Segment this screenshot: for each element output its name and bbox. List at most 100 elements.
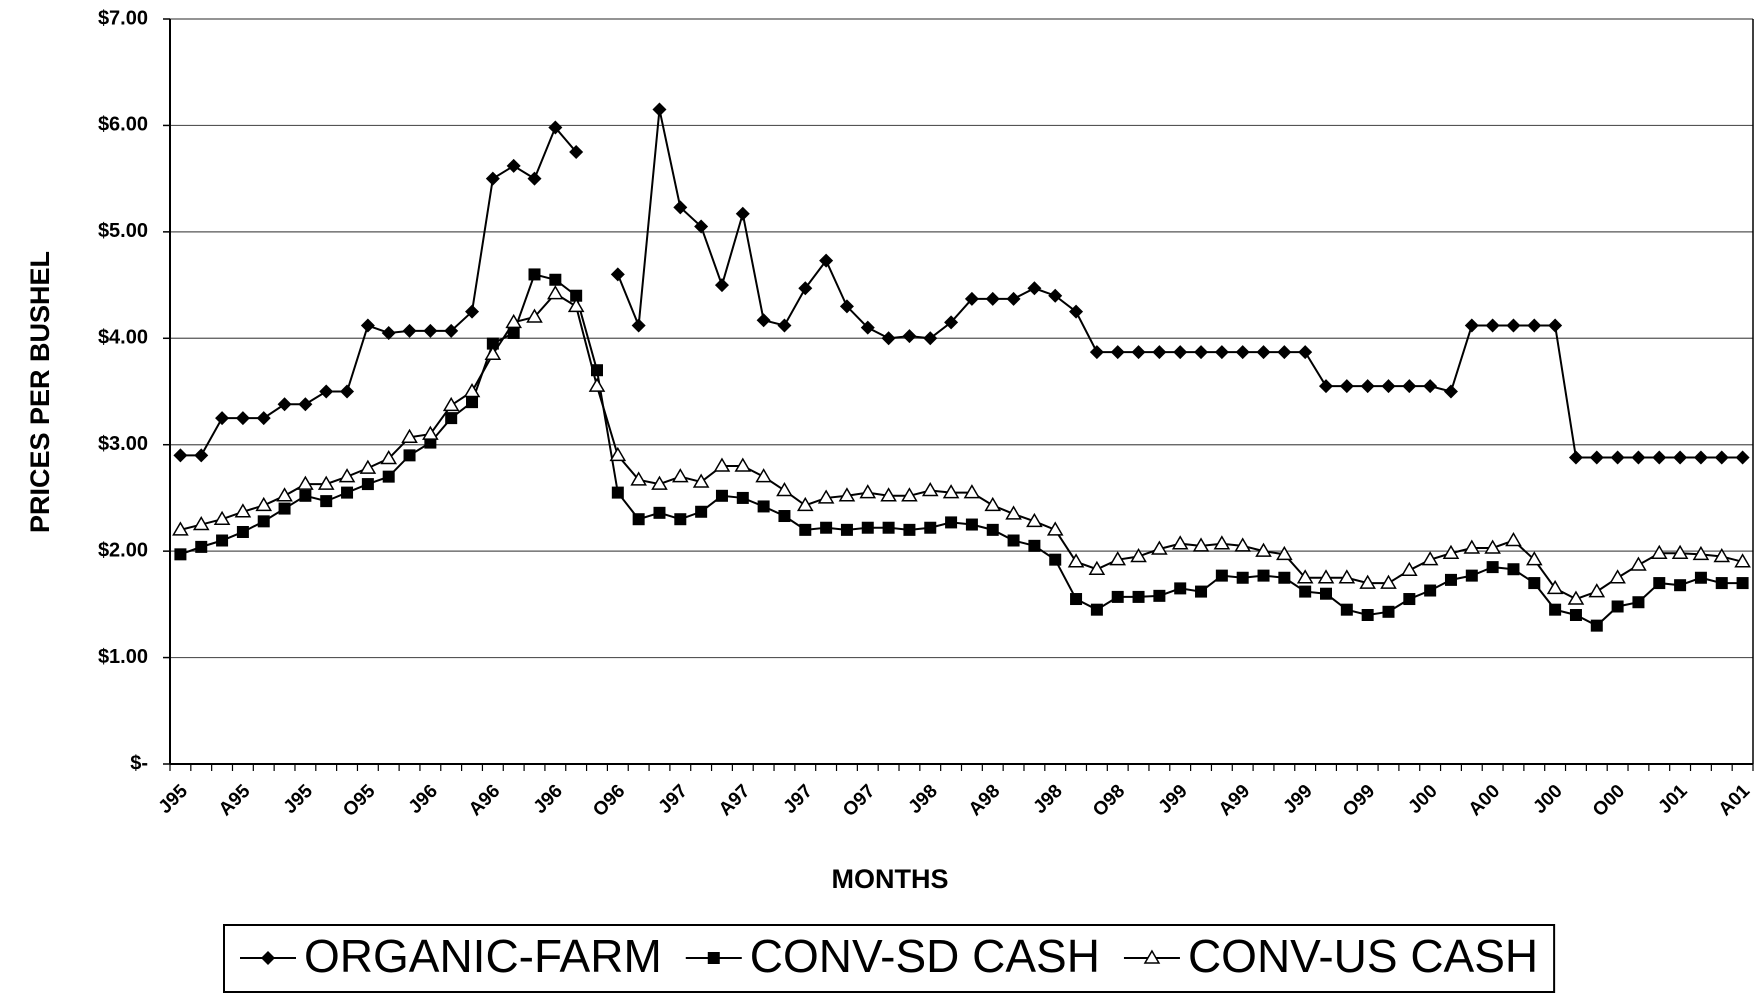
x-tick-label: A99 xyxy=(1215,781,1254,820)
data-point xyxy=(1630,556,1647,571)
data-point xyxy=(1713,547,1731,563)
data-point xyxy=(610,267,625,282)
data-point xyxy=(859,484,877,499)
data-point xyxy=(820,521,833,534)
data-point xyxy=(1692,545,1710,561)
data-point xyxy=(402,323,417,338)
x-tick-label: J98 xyxy=(905,781,942,818)
data-point xyxy=(1610,450,1625,465)
data-point xyxy=(299,489,312,502)
data-point xyxy=(1192,537,1210,552)
legend-marker xyxy=(707,952,720,964)
data-point xyxy=(881,331,896,346)
data-point xyxy=(1027,281,1042,296)
data-point xyxy=(713,457,731,472)
data-point xyxy=(880,487,897,502)
data-point xyxy=(694,219,709,234)
data-point xyxy=(1715,577,1728,590)
data-point xyxy=(1714,450,1729,465)
data-point xyxy=(1153,589,1166,602)
data-point xyxy=(1588,583,1606,598)
data-point xyxy=(632,513,645,526)
data-point xyxy=(736,491,749,504)
data-point xyxy=(277,397,292,412)
data-point xyxy=(1320,587,1333,600)
data-point xyxy=(630,471,647,486)
data-point xyxy=(1463,539,1481,554)
data-point xyxy=(796,496,814,512)
data-point xyxy=(1360,379,1375,394)
data-point xyxy=(1568,450,1583,465)
data-point xyxy=(1046,521,1064,536)
x-tick-label: J00 xyxy=(1529,781,1566,818)
data-point xyxy=(1546,579,1564,595)
data-point xyxy=(1277,345,1292,360)
x-tick-label: J95 xyxy=(155,780,193,818)
data-point xyxy=(234,503,252,518)
data-point xyxy=(674,513,687,526)
data-point xyxy=(1131,345,1146,360)
data-point xyxy=(1632,596,1645,609)
data-point xyxy=(819,253,834,268)
data-point xyxy=(213,510,231,525)
data-point xyxy=(1465,569,1478,582)
data-point xyxy=(423,323,438,338)
data-point xyxy=(921,481,939,497)
data-point xyxy=(945,516,958,529)
data-point xyxy=(882,521,895,534)
data-point xyxy=(1234,537,1251,552)
data-point xyxy=(1174,582,1187,595)
legend-label: ORGANIC-FARM xyxy=(304,930,662,982)
data-point xyxy=(1736,577,1749,590)
x-tick-label: J97 xyxy=(780,781,817,818)
data-point xyxy=(984,496,1002,512)
data-point xyxy=(1381,379,1396,394)
data-point xyxy=(1007,534,1020,547)
data-point xyxy=(338,468,356,483)
data-point xyxy=(1443,384,1458,399)
data-point xyxy=(1236,571,1249,584)
data-point xyxy=(1215,569,1228,582)
x-axis-title: MONTHS xyxy=(832,864,949,894)
data-point xyxy=(965,518,978,531)
data-point xyxy=(985,291,1000,306)
data-point xyxy=(1151,540,1168,555)
data-point xyxy=(1171,535,1189,550)
data-point xyxy=(445,412,458,425)
y-tick-label: $7.00 xyxy=(98,7,148,29)
data-point xyxy=(1319,379,1334,394)
data-point xyxy=(924,521,937,534)
y-tick-label: $- xyxy=(130,752,148,774)
data-point xyxy=(1173,345,1188,360)
data-point xyxy=(1194,345,1209,360)
data-point xyxy=(194,448,209,463)
data-point xyxy=(317,475,335,490)
data-point xyxy=(1444,573,1457,586)
data-point xyxy=(192,516,210,531)
data-point xyxy=(527,171,542,186)
legend-label: CONV-SD CASH xyxy=(750,930,1100,982)
x-tick-label: O96 xyxy=(589,781,629,821)
data-point xyxy=(1525,551,1543,566)
data-point xyxy=(1005,505,1022,520)
data-point xyxy=(1278,571,1291,584)
data-point xyxy=(1653,577,1666,590)
data-point xyxy=(944,315,959,330)
data-point xyxy=(485,171,500,186)
x-tick-label: A98 xyxy=(965,781,1004,820)
data-point xyxy=(484,345,502,360)
data-point xyxy=(692,473,710,488)
x-tick-label: A00 xyxy=(1465,781,1504,820)
data-point xyxy=(1442,544,1460,560)
data-point xyxy=(695,505,708,518)
legend-box xyxy=(223,924,1556,993)
data-point xyxy=(817,489,835,504)
series-line xyxy=(180,292,1743,601)
data-point xyxy=(215,411,230,426)
data-point xyxy=(298,397,313,412)
data-point xyxy=(1506,318,1521,333)
data-point xyxy=(653,506,666,519)
data-point xyxy=(672,468,689,483)
data-point xyxy=(1486,561,1499,574)
data-point xyxy=(466,396,479,409)
